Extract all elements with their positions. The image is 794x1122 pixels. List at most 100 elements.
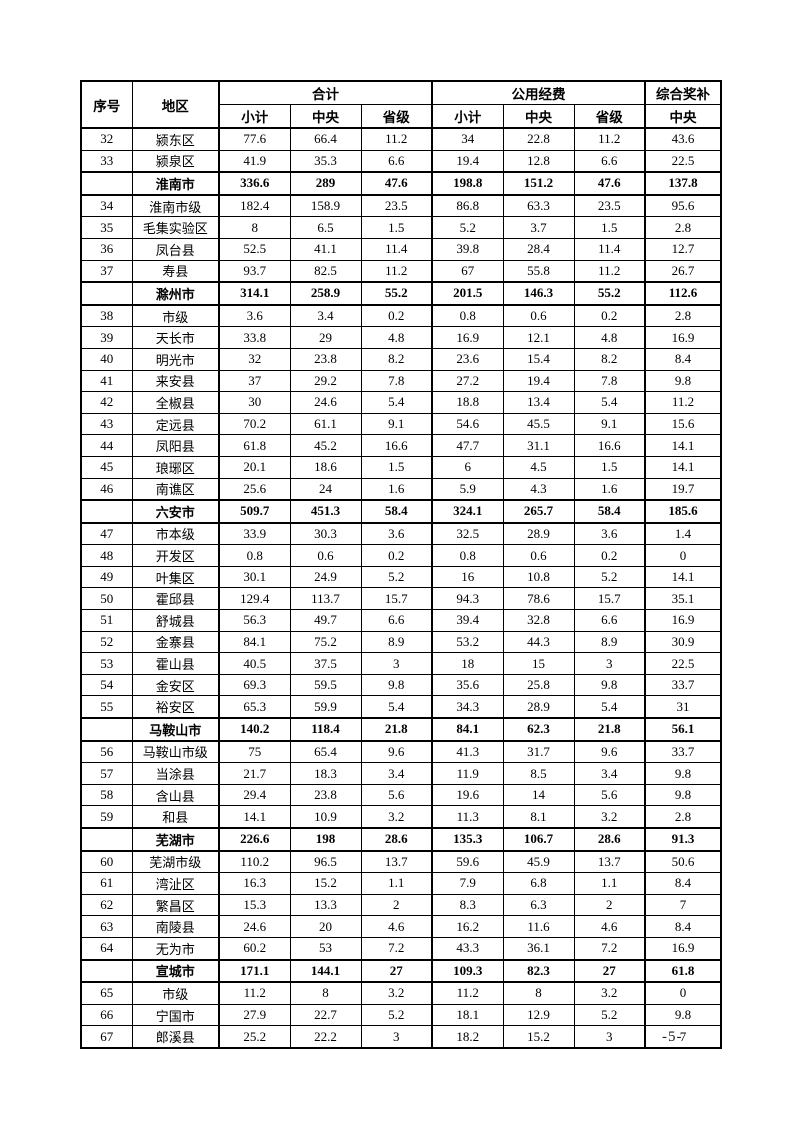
header-group-public-funds: 公用经费 [431,80,646,105]
cell-value: 53.2 [431,630,504,654]
cell-value: 12.7 [644,237,722,261]
cell-value: 7.2 [360,936,433,961]
table-row: 40 明光市 32 23.8 8.2 23.6 15.4 8.2 8.4 [80,347,722,371]
cell-serial: 54 [80,673,133,697]
cell-region: 天长市 [131,326,220,349]
cell-value: 182.4 [218,194,291,218]
cell-value: 16.6 [573,434,646,457]
cell-region: 叶集区 [131,565,220,589]
table-row: 45 琅琊区 20.1 18.6 1.5 6 4.5 1.5 14.1 [80,455,722,479]
header-provincial-2: 省级 [573,104,646,129]
cell-value: 9.8 [644,369,722,393]
header-central-award: 中央 [644,104,722,129]
cell-value: 18.8 [431,391,504,414]
cell-value: 18.6 [289,455,362,479]
cell-value: 84.1 [218,630,291,654]
cell-value: 8 [218,216,291,239]
cell-value: 9.8 [573,673,646,697]
cell-value: 25.2 [218,1025,291,1049]
cell-region: 南谯区 [131,477,220,501]
cell-value: 33.8 [218,326,291,349]
cell-value: 94.3 [431,587,504,611]
cell-value: 95.6 [644,194,722,218]
cell-value: 14.1 [644,455,722,479]
cell-value: 140.2 [218,717,291,742]
cell-value: 14.1 [218,805,291,829]
cell-value: 22.2 [289,1025,362,1049]
cell-value: 25.6 [218,477,291,501]
table-row: 33 颍泉区 41.9 35.3 6.6 19.4 12.8 6.6 22.5 [80,149,722,173]
cell-serial [80,717,133,742]
header-central-1: 中央 [289,104,362,129]
cell-value: 6.8 [502,872,575,895]
cell-value: 1.5 [573,216,646,239]
cell-value: 75.2 [289,630,362,654]
cell-value: 70.2 [218,412,291,436]
header-row-sub: 小计 中央 省级 小计 中央 省级 中央 [81,104,722,129]
cell-value: 11.3 [431,805,504,829]
cell-value: 25.8 [502,673,575,697]
cell-region: 芜湖市级 [131,850,220,874]
table-row: 61 湾沚区 16.3 15.2 1.1 7.9 6.8 1.1 8.4 [80,872,722,895]
cell-value: 55.8 [502,259,575,283]
cell-value: 18.1 [431,1003,504,1027]
cell-serial: 57 [80,762,133,785]
table-body: 32 颍东区 77.6 66.4 11.2 34 22.8 11.2 43.6 33 颍泉区 41.9… [80,126,722,1049]
cell-region: 颍泉区 [131,149,220,173]
cell-value: 1.6 [360,477,433,501]
cell-value: 33.7 [644,740,722,764]
cell-serial: 65 [80,981,133,1005]
cell-value: 56.1 [644,717,722,742]
cell-value: 7 [644,1025,722,1049]
cell-serial: 44 [80,434,133,457]
cell-value: 32 [218,347,291,371]
cell-value: 61.8 [218,434,291,457]
cell-value: 61.1 [289,412,362,436]
cell-value: 24 [289,477,362,501]
cell-value: 29.2 [289,369,362,393]
cell-value: 0.2 [360,544,433,567]
cell-value: 16.9 [644,609,722,632]
cell-value: 24.9 [289,565,362,589]
cell-value: 62.3 [502,717,575,742]
table-row: 52 金寨县 84.1 75.2 8.9 53.2 44.3 8.9 30.9 [80,630,722,654]
cell-value: 11.2 [573,126,646,151]
cell-value: 2.8 [644,304,722,328]
cell-value: 23.5 [573,194,646,218]
cell-region: 全椒县 [131,391,220,414]
cell-serial: 38 [80,304,133,328]
table-row: 41 来安县 37 29.2 7.8 27.2 19.4 7.8 9.8 [80,369,722,393]
cell-value: 9.6 [573,740,646,764]
cell-value: 43.6 [644,126,722,151]
cell-value: 27 [360,958,433,984]
cell-value: 3.6 [218,304,291,328]
cell-value: 336.6 [218,171,291,196]
cell-value: 2.8 [644,216,722,239]
cell-serial: 53 [80,652,133,675]
cell-value: 14.1 [644,565,722,589]
cell-value: 4.6 [360,915,433,938]
cell-value: 59.9 [289,695,362,719]
cell-value: 112.6 [644,281,722,306]
table-row: 63 南陵县 24.6 20 4.6 16.2 11.6 4.6 8.4 [80,915,722,938]
cell-region: 含山县 [131,783,220,807]
cell-value: 109.3 [431,958,504,984]
cell-value: 14 [502,783,575,807]
header-row-groups: 序号 地区 合计 公用经费 综合奖补 [80,80,722,129]
cell-region: 宣城市 [131,958,220,984]
cell-value: 10.9 [289,805,362,829]
cell-region: 市级 [131,981,220,1005]
cell-value: 63.3 [502,194,575,218]
cell-value: 6.6 [573,609,646,632]
table-row: 66 宁国市 27.9 22.7 5.2 18.1 12.9 5.2 9.8 [80,1003,722,1027]
cell-serial: 66 [80,1003,133,1027]
cell-value: 0.6 [502,544,575,567]
table-row: 48 开发区 0.8 0.6 0.2 0.8 0.6 0.2 0 [80,544,722,567]
cell-value: 59.5 [289,673,362,697]
cell-value: 3 [360,1025,433,1049]
cell-value: 5.2 [360,565,433,589]
cell-value: 4.8 [573,326,646,349]
cell-value: 2 [573,893,646,917]
cell-value: 16.3 [218,872,291,895]
